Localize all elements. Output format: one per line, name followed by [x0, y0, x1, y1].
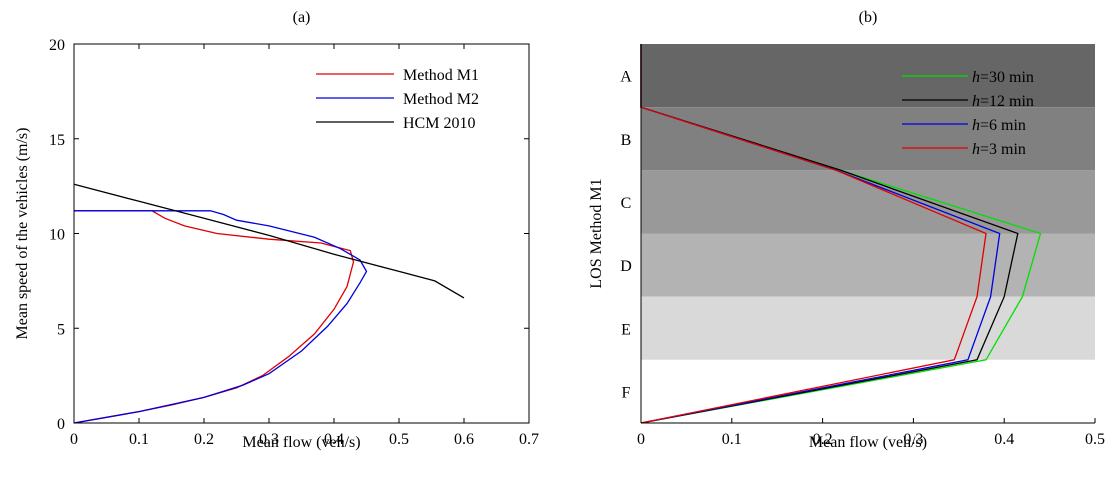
los-band-e [641, 296, 1095, 360]
los-band-d [641, 233, 1095, 297]
y-tick-label: 20 [49, 37, 65, 54]
series-line-hcm-2010 [73, 183, 465, 299]
legend-label: h=12 min [972, 93, 1034, 110]
series-line-method-m2 [73, 210, 368, 424]
los-band-b [641, 107, 1095, 171]
x-tick-label: 0.5 [389, 431, 409, 448]
panel-b-label: (b) [859, 9, 878, 26]
los-band-a [641, 44, 1095, 108]
x-tick-label: 0.1 [722, 431, 742, 448]
legend-label-variable: h [972, 117, 980, 134]
x-axis-label: Mean flow (veh/s) [809, 434, 927, 451]
x-tick-label: 0.7 [519, 431, 539, 448]
los-category-label: A [620, 69, 632, 86]
los-category-label: C [621, 195, 632, 212]
legend-label-value: =12 min [980, 93, 1034, 110]
los-band-f [641, 359, 1095, 423]
y-tick-label: 15 [49, 132, 65, 149]
x-tick-label: 0.3 [903, 431, 923, 448]
x-tick-label: 0.2 [813, 431, 833, 448]
panel-a-label: (a) [293, 9, 311, 26]
los-band-c [641, 170, 1095, 234]
legend-label-variable: h [972, 93, 980, 110]
y-tick-label: 5 [57, 321, 65, 338]
series-line-method-m1 [73, 210, 355, 424]
x-tick-label: 0.5 [1085, 431, 1105, 448]
x-tick-label: 0 [70, 431, 78, 448]
y-axis-label: Mean speed of the vehicles (m/s) [14, 128, 31, 340]
y-tick-label: 10 [49, 227, 65, 244]
x-tick-label: 0.1 [129, 431, 149, 448]
legend-label: Method M2 [403, 91, 479, 108]
x-tick-label: 0.4 [994, 431, 1014, 448]
x-tick-label: 0.6 [454, 431, 474, 448]
x-axis-label: Mean flow (veh/s) [242, 434, 360, 451]
legend-label: h=3 min [972, 141, 1026, 158]
x-tick-label: 0 [637, 431, 645, 448]
legend-label-value: =30 min [980, 69, 1034, 86]
legend-label: HCM 2010 [403, 115, 475, 132]
y-axis-label: LOS Method M1 [588, 178, 605, 288]
legend-label-variable: h [972, 141, 980, 158]
legend-label: Method M1 [403, 67, 479, 84]
y-tick-label: 0 [57, 416, 65, 433]
panel-b: (b) A B C D E F 0 0.1 0.2 0.3 0.4 0.5 Mean flow (veh/… [588, 9, 1105, 451]
legend-label-variable: h [972, 69, 980, 86]
legend-label-value: =6 min [980, 117, 1026, 134]
x-tick-label: 0.2 [194, 431, 214, 448]
legend-label: h=6 min [972, 117, 1026, 134]
x-tick-label: 0.3 [259, 431, 279, 448]
los-category-label: D [620, 258, 632, 275]
x-tick-label: 0.4 [324, 431, 344, 448]
legend-label: h=30 min [972, 69, 1034, 86]
los-category-label: B [621, 132, 632, 149]
panel-a: (a) 0 0.1 0.2 0.3 0.4 0.5 0.6 0.7 0 5 10 15 20 Mean fl… [14, 9, 539, 451]
los-category-label: E [621, 321, 631, 338]
legend-label-value: =3 min [980, 141, 1026, 158]
los-category-label: F [622, 384, 631, 401]
